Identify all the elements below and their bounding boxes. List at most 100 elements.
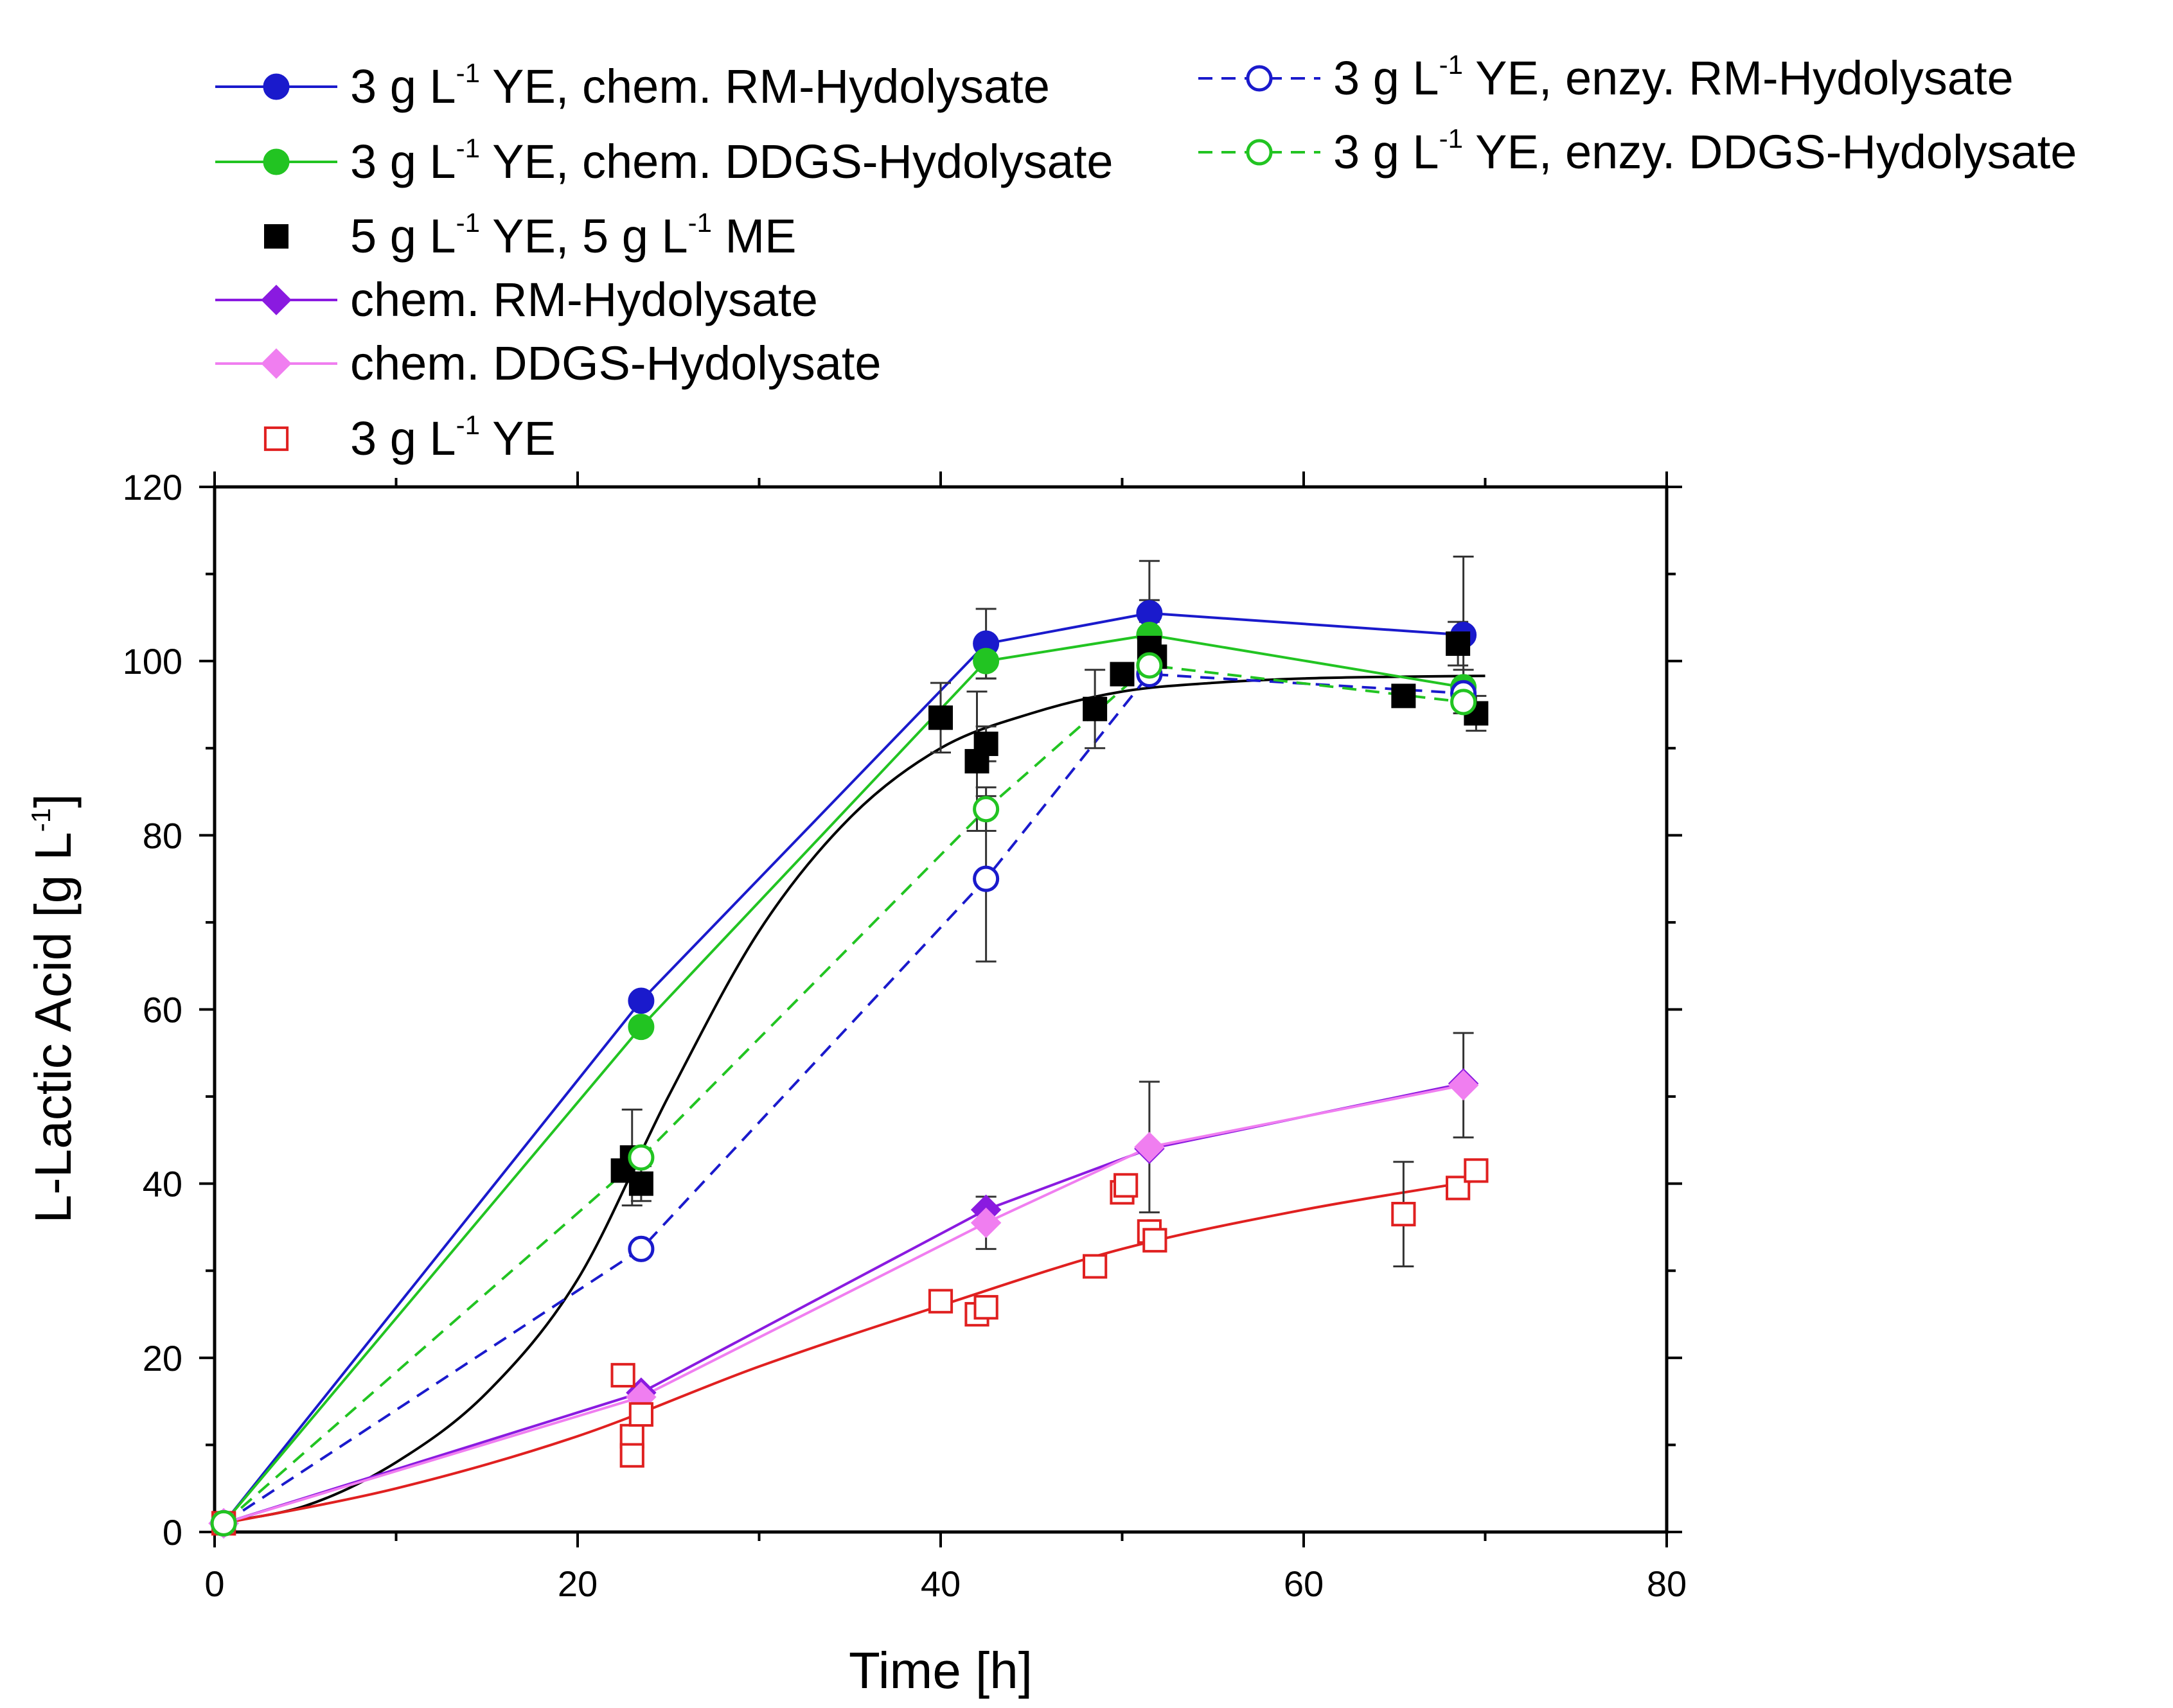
point-5-15 [1464, 1158, 1489, 1183]
x-axis-title: Time [h] [849, 1642, 1033, 1699]
legend-label-1: 3 g L-1 YE, chem. DDGS-Hydolysate [350, 133, 1113, 188]
y-axis-title-main: L-Lactic Acid [g L [24, 832, 82, 1223]
x-tick-label-80: 80 [1647, 1563, 1687, 1604]
tick-labels: 0 20 40 60 80 0 20 40 60 80 100 120 [123, 467, 1687, 1604]
legend-entry-4: chem. DDGS-Hydolysate [215, 337, 882, 390]
legend-marker-2 [264, 224, 288, 249]
legend-label-part-2-3: -1 [688, 207, 712, 238]
legend-marker-0 [263, 73, 290, 100]
point-2-3 [628, 1171, 653, 1196]
legend-marker-7 [1246, 139, 1273, 166]
point-5-5-box [928, 1289, 953, 1314]
legend-label-part-6-1: -1 [1439, 49, 1463, 80]
point-7-3 [1136, 652, 1163, 679]
legend-marker-5 [263, 426, 289, 452]
data-markers [208, 600, 1489, 1539]
point-0-1 [628, 987, 655, 1014]
point-7-0 [210, 1510, 237, 1536]
legend-label-7: 3 g L-1 YE, enzy. DDGS-Hydolysate [1333, 123, 2077, 179]
legend-label-part-2-0: 5 g L [350, 209, 456, 263]
legend-label-part-1-1: -1 [456, 133, 480, 163]
legend-label-part-6-2: YE, enzy. RM-Hydolysate [1463, 51, 2014, 105]
point-5-15-box [1464, 1158, 1489, 1183]
y-tick-label-40: 40 [143, 1164, 182, 1204]
y-tick-label-60: 60 [143, 990, 182, 1030]
point-5-13-box [1391, 1202, 1416, 1227]
y-tick-label-80: 80 [143, 815, 182, 856]
axis-ticks [199, 471, 1682, 1547]
plot-area: 0 20 40 60 80 0 20 40 60 80 100 120 [123, 467, 1687, 1604]
x-tick-label-60: 60 [1284, 1563, 1324, 1604]
legend-label-part-4-0: chem. DDGS-Hydolysate [350, 337, 882, 390]
legend-marker-3 [261, 285, 292, 315]
point-2-6 [973, 731, 998, 756]
point-1-1 [628, 1014, 655, 1041]
y-axis-title-end: ] [24, 794, 82, 808]
y-axis-title-sup: -1 [26, 808, 56, 832]
point-0-3 [1136, 600, 1163, 627]
legend-entry-7: 3 g L-1 YE, enzy. DDGS-Hydolysate [1198, 123, 2077, 179]
x-tick-label-0: 0 [204, 1563, 224, 1604]
legend-label-part-5-1: -1 [456, 410, 480, 440]
legend-label-part-1-2: YE, chem. DDGS-Hydolysate [480, 135, 1113, 188]
legend-label-part-5-2: YE [480, 412, 556, 465]
legend-label-part-7-0: 3 g L [1333, 125, 1439, 179]
fit-curve-0 [214, 674, 1486, 1525]
point-7-2 [973, 796, 1000, 823]
point-5-4 [628, 1402, 653, 1427]
point-6-1 [628, 1235, 655, 1262]
series-line-7 [222, 664, 1464, 1524]
y-tick-label-100: 100 [123, 641, 182, 682]
legend-label-part-7-1: -1 [1439, 123, 1463, 154]
point-5-8 [1083, 1254, 1108, 1279]
point-2-11 [1391, 683, 1416, 709]
point-5-5 [928, 1289, 953, 1314]
legend-entry-2: 5 g L-1 YE, 5 g L-1 ME [264, 207, 797, 263]
legend-marker-6 [1246, 65, 1273, 92]
point-5-12-box [1142, 1228, 1167, 1253]
legend-label-2: 5 g L-1 YE, 5 g L-1 ME [350, 207, 797, 263]
legend-label-part-2-4: ME [712, 209, 797, 263]
y-tick-label-20: 20 [143, 1338, 182, 1378]
legend-marker-4 [261, 348, 292, 379]
fit-curves [214, 674, 1486, 1525]
point-5-7 [973, 1295, 998, 1320]
y-tick-label-0: 0 [163, 1512, 182, 1553]
x-tick-label-40: 40 [921, 1563, 961, 1604]
x-tick-label-20: 20 [558, 1563, 598, 1604]
legend-label-0: 3 g L-1 YE, chem. RM-Hydolysate [350, 58, 1050, 113]
point-5-4-box [628, 1402, 653, 1427]
point-5-3 [619, 1443, 644, 1468]
point-5-1-box [610, 1362, 635, 1388]
point-2-7 [1083, 696, 1108, 721]
point-2-4 [928, 705, 953, 730]
point-5-3-box [619, 1443, 644, 1468]
legend-marker-5-box [263, 426, 289, 452]
series-line-6 [223, 673, 1464, 1525]
legend-label-part-5-0: 3 g L [350, 412, 456, 465]
point-5-10-box [1113, 1173, 1139, 1198]
point-1-2 [973, 647, 1000, 674]
point-4-4 [1448, 1070, 1479, 1101]
point-5-13 [1391, 1202, 1416, 1227]
legend-entry-6: 3 g L-1 YE, enzy. RM-Hydolysate [1198, 49, 2014, 105]
series-lines [222, 612, 1464, 1525]
point-2-8 [1110, 662, 1135, 687]
point-5-1 [610, 1362, 635, 1388]
legend-label-part-7-2: YE, enzy. DDGS-Hydolysate [1463, 125, 2077, 179]
series-line-1 [222, 633, 1464, 1524]
y-axis-title: L-Lactic Acid [g L-1] [24, 794, 82, 1224]
legend-entry-5: 3 g L-1 YE [263, 410, 556, 465]
point-6-2 [973, 865, 1000, 892]
legend-label-part-2-2: YE, 5 g L [480, 209, 688, 263]
legend-label-part-6-0: 3 g L [1333, 51, 1439, 105]
point-5-8-box [1083, 1254, 1108, 1279]
point-5-10 [1113, 1173, 1139, 1198]
legend-marker-1 [263, 148, 290, 175]
legend-label-3: chem. RM-Hydolysate [350, 273, 818, 326]
legend-label-4: chem. DDGS-Hydolysate [350, 337, 882, 390]
legend-label-part-3-0: chem. RM-Hydolysate [350, 273, 818, 326]
fit-curve-1 [223, 1177, 1486, 1525]
